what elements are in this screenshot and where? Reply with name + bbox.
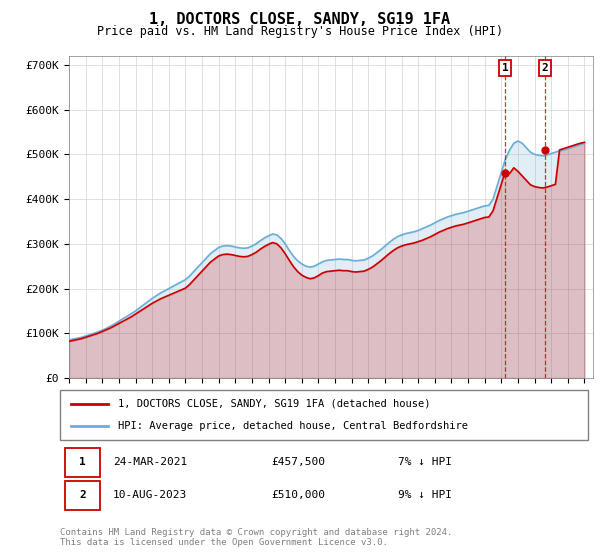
Text: £457,500: £457,500 bbox=[271, 457, 325, 467]
Text: 2: 2 bbox=[541, 63, 548, 73]
FancyBboxPatch shape bbox=[60, 390, 588, 440]
FancyBboxPatch shape bbox=[65, 449, 100, 477]
Text: 7% ↓ HPI: 7% ↓ HPI bbox=[398, 457, 452, 467]
Text: 24-MAR-2021: 24-MAR-2021 bbox=[113, 457, 187, 467]
Text: HPI: Average price, detached house, Central Bedfordshire: HPI: Average price, detached house, Cent… bbox=[118, 421, 468, 431]
FancyBboxPatch shape bbox=[65, 482, 100, 510]
Text: 10-AUG-2023: 10-AUG-2023 bbox=[113, 490, 187, 500]
Text: 2: 2 bbox=[79, 490, 86, 500]
Text: 9% ↓ HPI: 9% ↓ HPI bbox=[398, 490, 452, 500]
Text: 1: 1 bbox=[502, 63, 509, 73]
Text: 1, DOCTORS CLOSE, SANDY, SG19 1FA: 1, DOCTORS CLOSE, SANDY, SG19 1FA bbox=[149, 12, 451, 27]
Text: Price paid vs. HM Land Registry's House Price Index (HPI): Price paid vs. HM Land Registry's House … bbox=[97, 25, 503, 38]
Text: £510,000: £510,000 bbox=[271, 490, 325, 500]
Text: 1, DOCTORS CLOSE, SANDY, SG19 1FA (detached house): 1, DOCTORS CLOSE, SANDY, SG19 1FA (detac… bbox=[118, 399, 431, 409]
Text: 1: 1 bbox=[79, 457, 86, 467]
Text: Contains HM Land Registry data © Crown copyright and database right 2024.
This d: Contains HM Land Registry data © Crown c… bbox=[60, 528, 452, 547]
